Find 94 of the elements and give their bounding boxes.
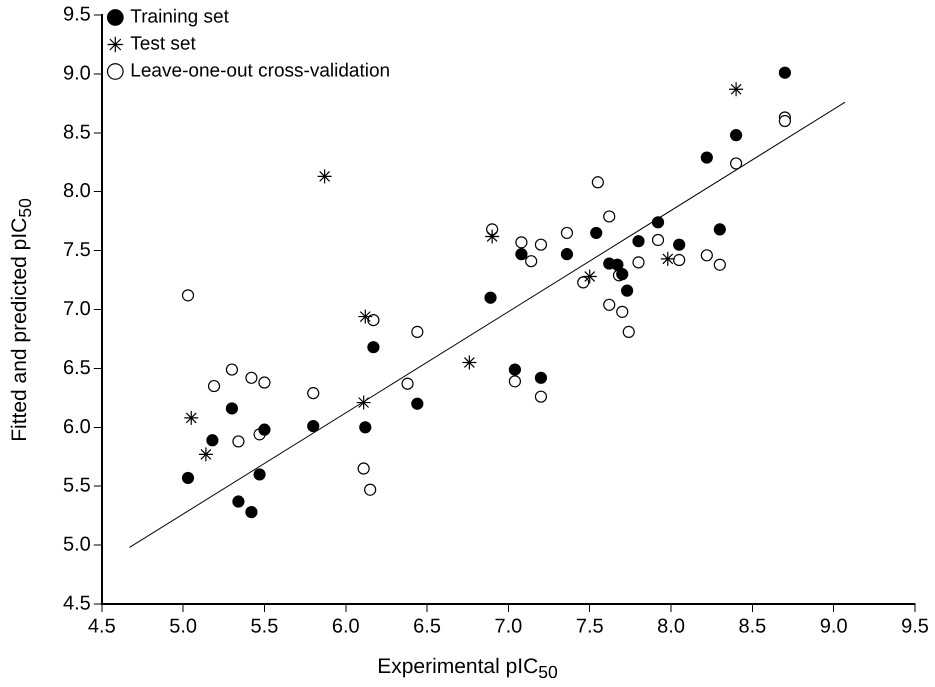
point bbox=[616, 306, 628, 318]
point bbox=[401, 378, 414, 390]
y-tick-label: 5.0 bbox=[62, 534, 91, 556]
x-tick-label: 8.5 bbox=[738, 616, 766, 638]
point bbox=[358, 308, 373, 324]
y-tick-label: 6.5 bbox=[62, 356, 91, 379]
point bbox=[534, 390, 548, 403]
point bbox=[515, 236, 528, 248]
point bbox=[317, 168, 332, 184]
point bbox=[484, 292, 497, 304]
point bbox=[359, 421, 372, 434]
point bbox=[582, 268, 598, 284]
point bbox=[245, 372, 258, 384]
point bbox=[621, 284, 634, 297]
point bbox=[232, 435, 245, 448]
point bbox=[367, 341, 380, 354]
point bbox=[356, 394, 372, 410]
point bbox=[206, 434, 218, 446]
point bbox=[778, 66, 791, 79]
y-tick-label: 9.5 bbox=[62, 4, 91, 26]
legend-label: Training set bbox=[130, 6, 230, 28]
x-tick-label: 7.0 bbox=[494, 616, 522, 638]
point bbox=[534, 372, 548, 384]
point bbox=[232, 495, 245, 508]
x-tick-label: 7.5 bbox=[576, 616, 604, 638]
legend-label: Test set bbox=[130, 34, 196, 55]
x-tick-label: 6.0 bbox=[332, 616, 360, 638]
point bbox=[515, 248, 528, 260]
y-tick-label: 4.5 bbox=[62, 592, 91, 615]
point bbox=[208, 380, 220, 392]
point bbox=[622, 326, 635, 338]
point bbox=[358, 462, 370, 475]
point bbox=[603, 298, 616, 311]
x-tick-label: 4.5 bbox=[88, 616, 116, 638]
point bbox=[652, 234, 664, 246]
point bbox=[590, 226, 602, 240]
y-tick-label: 8.0 bbox=[62, 180, 91, 202]
x-tick-label: 5.0 bbox=[169, 616, 198, 638]
x-tick-label: 8.0 bbox=[657, 616, 685, 638]
point bbox=[253, 468, 266, 481]
point bbox=[307, 387, 320, 400]
point bbox=[632, 256, 645, 268]
point bbox=[714, 258, 726, 271]
point bbox=[367, 314, 380, 326]
point bbox=[577, 276, 590, 289]
point bbox=[616, 268, 628, 280]
point bbox=[226, 363, 238, 376]
point bbox=[700, 249, 713, 262]
y-tick-label: 6.0 bbox=[62, 416, 91, 438]
point bbox=[730, 129, 742, 142]
point bbox=[258, 376, 271, 389]
x-tick-label: 5.5 bbox=[250, 616, 278, 638]
point bbox=[673, 238, 686, 251]
point bbox=[258, 424, 271, 436]
point bbox=[730, 157, 742, 170]
x-tick-label: 6.5 bbox=[413, 616, 441, 638]
point bbox=[652, 216, 664, 228]
y-tick-label: 9.0 bbox=[62, 62, 91, 84]
x-tick-label: 9.0 bbox=[820, 616, 848, 638]
point bbox=[632, 235, 645, 248]
point bbox=[673, 254, 686, 266]
point bbox=[245, 506, 258, 518]
y-tick-label: 7.5 bbox=[62, 239, 91, 262]
point bbox=[364, 484, 376, 496]
point bbox=[182, 289, 194, 302]
y-tick-label: 5.5 bbox=[62, 474, 91, 497]
point bbox=[226, 402, 238, 415]
point bbox=[534, 238, 548, 251]
point bbox=[660, 251, 676, 266]
point bbox=[307, 420, 320, 432]
point bbox=[484, 228, 500, 244]
x-axis-title: Experimental pIC$_{50}$ bbox=[376, 654, 559, 683]
point bbox=[508, 375, 522, 388]
point bbox=[714, 223, 726, 236]
point bbox=[198, 446, 214, 462]
point bbox=[603, 210, 616, 223]
y-tick-label: 7.0 bbox=[62, 298, 91, 320]
point bbox=[508, 363, 522, 376]
x-tick-label: 9.5 bbox=[901, 616, 929, 638]
point bbox=[462, 354, 477, 370]
point bbox=[525, 255, 538, 268]
point bbox=[411, 326, 424, 338]
legend-label: Leave-one-out cross-validation bbox=[130, 60, 390, 82]
point bbox=[778, 114, 791, 128]
point bbox=[560, 248, 574, 260]
point bbox=[728, 82, 744, 97]
point bbox=[560, 226, 574, 240]
point bbox=[182, 472, 194, 484]
point bbox=[411, 398, 424, 410]
point bbox=[700, 151, 713, 164]
point bbox=[611, 258, 624, 271]
y-tick-label: 8.5 bbox=[62, 121, 91, 144]
point bbox=[592, 176, 604, 188]
point bbox=[184, 410, 199, 426]
